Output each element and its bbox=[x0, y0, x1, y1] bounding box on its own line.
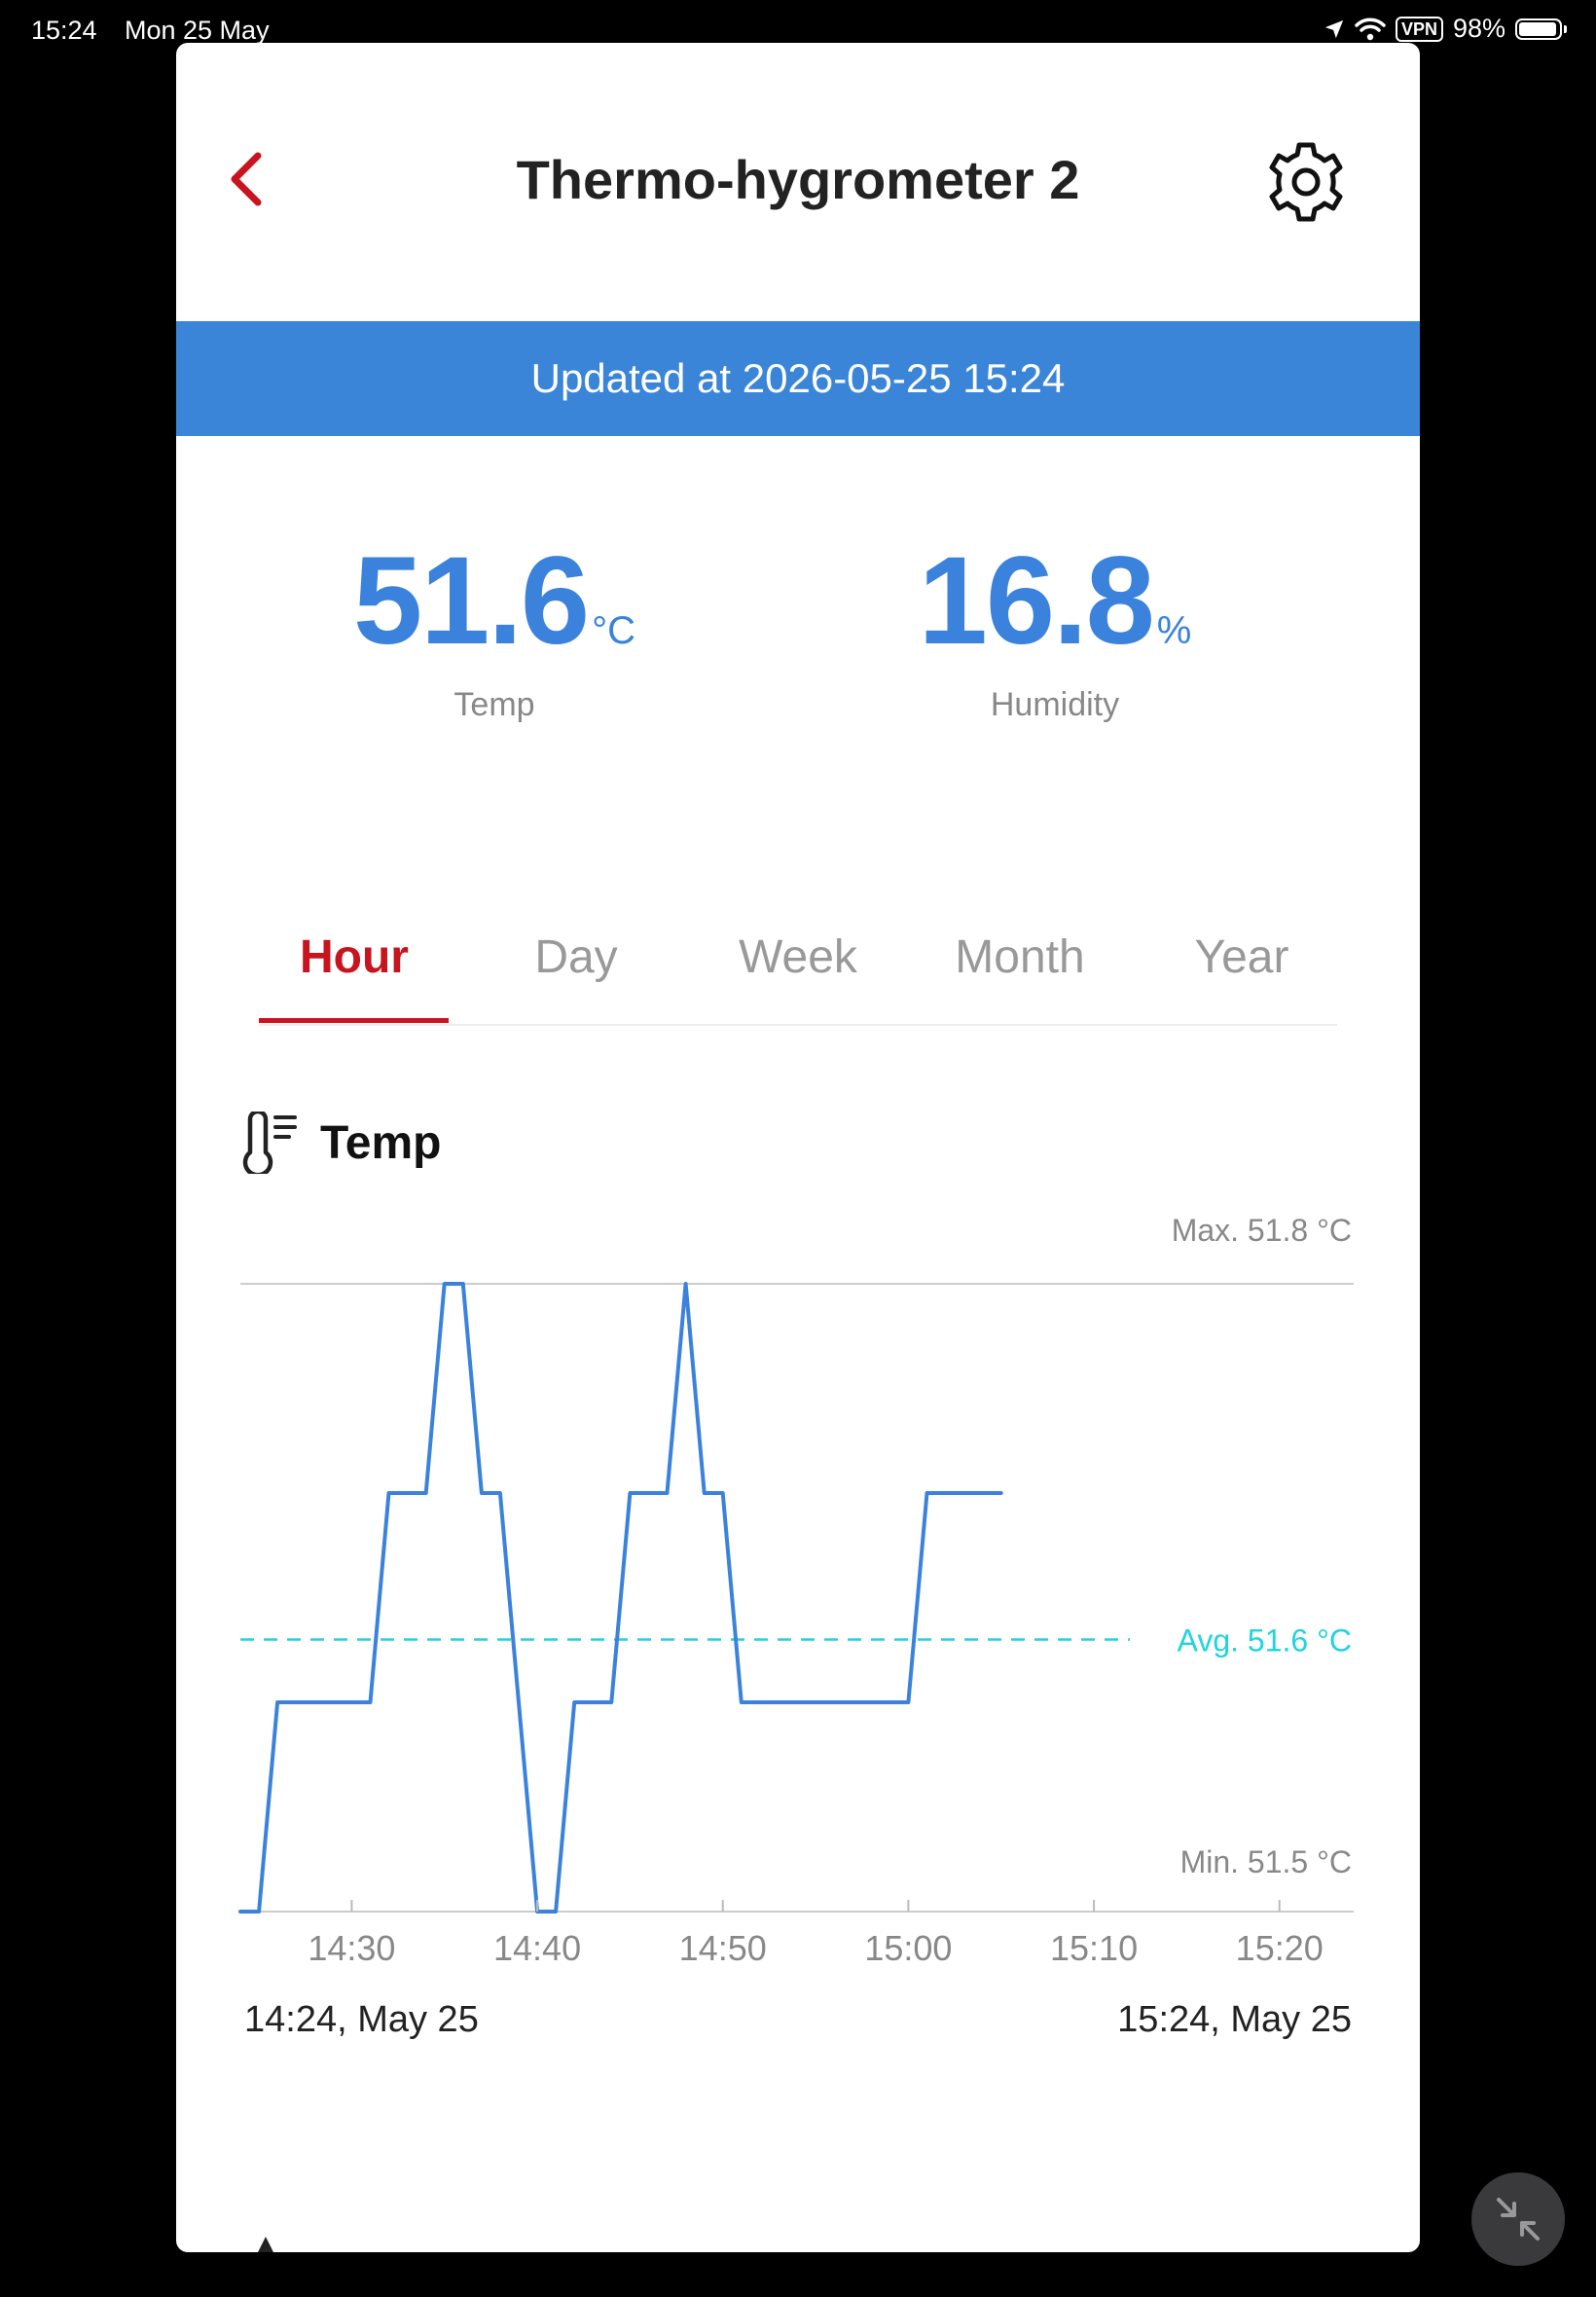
wifi-icon bbox=[1355, 18, 1386, 40]
x-tick-label: 15:10 bbox=[1050, 1928, 1138, 1968]
vpn-badge: VPN bbox=[1395, 16, 1443, 42]
battery-percent: 98% bbox=[1452, 14, 1505, 43]
temp-value: 51.6 bbox=[352, 531, 590, 671]
settings-button[interactable] bbox=[1264, 140, 1348, 224]
x-tick-label: 15:00 bbox=[864, 1928, 952, 1968]
temp-section-header: Temp bbox=[238, 1112, 441, 1174]
tab-week[interactable]: Week bbox=[739, 931, 857, 983]
min-label: Min. 51.5 °C bbox=[1180, 1844, 1352, 1879]
humidity-section-header-partial bbox=[258, 2237, 273, 2252]
collapse-arrows-icon bbox=[1497, 2198, 1540, 2241]
temp-reading: 51.6 °C Temp bbox=[251, 529, 738, 724]
humidity-reading: 16.8% Humidity bbox=[812, 529, 1298, 724]
temp-chart: Max. 51.8 °C Min. 51.5 °C Avg. 51.6 °C 14:3… bbox=[176, 1191, 1420, 2067]
back-button[interactable] bbox=[219, 148, 277, 210]
avg-label: Avg. 51.6 °C bbox=[1178, 1623, 1352, 1659]
period-tabs: Hour Day Week Month Year bbox=[259, 888, 1337, 1026]
location-arrow-icon bbox=[1324, 19, 1344, 38]
battery-icon bbox=[1515, 18, 1567, 40]
collapse-button[interactable] bbox=[1471, 2172, 1565, 2266]
range-end-label: 15:24, May 25 bbox=[1117, 1999, 1352, 2040]
active-tab-indicator bbox=[259, 1018, 449, 1023]
device-detail-sheet: Thermo-hygrometer 2 Updated at 2026-05-2… bbox=[176, 43, 1420, 2252]
humidity-value: 16.8 bbox=[918, 531, 1155, 671]
update-banner: Updated at 2026-05-25 15:24 bbox=[176, 321, 1420, 436]
chevron-left-icon bbox=[231, 152, 262, 206]
temp-chart-svg: Max. 51.8 °C Min. 51.5 °C Avg. 51.6 °C 14:3… bbox=[238, 1213, 1354, 1968]
tab-hour[interactable]: Hour bbox=[300, 931, 409, 983]
tab-day[interactable]: Day bbox=[534, 931, 618, 983]
x-tick-label: 15:20 bbox=[1236, 1928, 1324, 1968]
page-title: Thermo-hygrometer 2 bbox=[516, 149, 1080, 210]
tab-month[interactable]: Month bbox=[955, 931, 1085, 983]
temp-section-title: Temp bbox=[320, 1116, 442, 1169]
temp-unit: °C bbox=[592, 609, 635, 652]
x-tick-label: 14:50 bbox=[679, 1928, 767, 1968]
status-time: 15:24 bbox=[31, 16, 97, 45]
humidity-label: Humidity bbox=[990, 686, 1120, 723]
status-indicators: VPN 98% bbox=[1324, 14, 1567, 44]
temp-label: Temp bbox=[453, 686, 535, 723]
max-label: Max. 51.8 °C bbox=[1172, 1213, 1352, 1248]
x-tick-label: 14:40 bbox=[493, 1928, 581, 1968]
status-bar: 15:24 Mon 25 May VPN 98% bbox=[0, 0, 1596, 58]
humidity-unit: % bbox=[1156, 609, 1192, 652]
gear-icon bbox=[1269, 142, 1343, 222]
range-start-label: 14:24, May 25 bbox=[244, 1999, 479, 2040]
status-date: Mon 25 May bbox=[125, 16, 270, 45]
tab-year[interactable]: Year bbox=[1194, 931, 1289, 983]
thermometer-icon bbox=[242, 1112, 297, 1174]
x-tick-label: 14:30 bbox=[308, 1928, 395, 1968]
temp-series-line bbox=[238, 1282, 1003, 1914]
